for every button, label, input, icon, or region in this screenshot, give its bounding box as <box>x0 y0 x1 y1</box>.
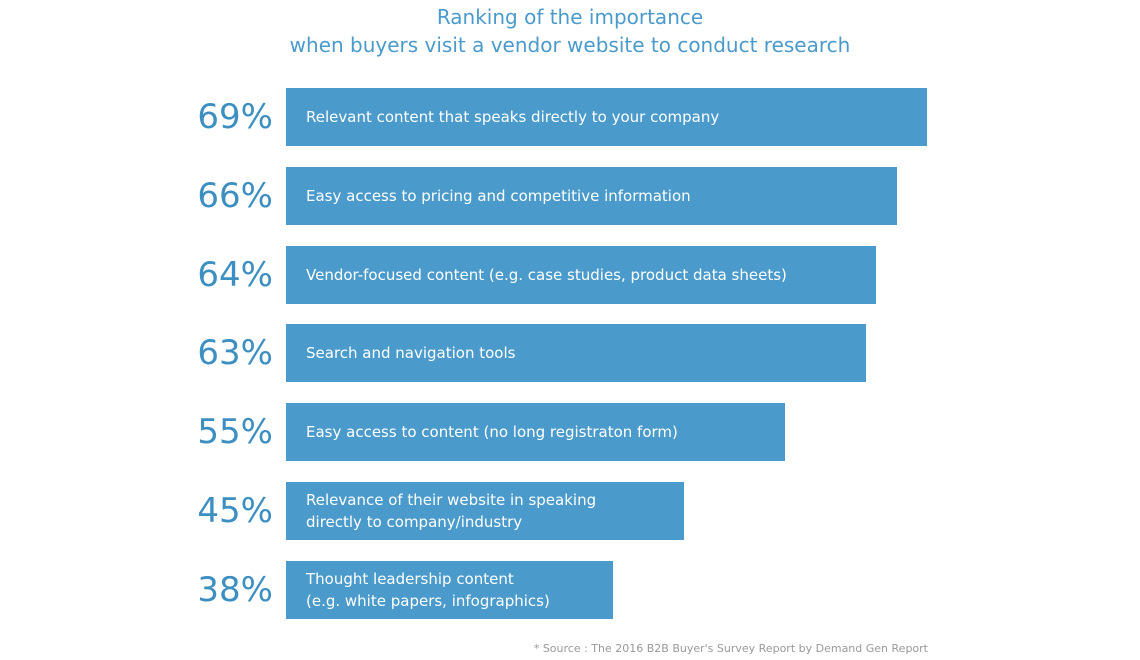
bar <box>286 561 614 619</box>
bar-label: Relevance of their website in speaking d… <box>306 491 597 531</box>
chart-subtitle: when buyers visit a vendor website to co… <box>289 33 851 57</box>
value-label: 55% <box>197 412 273 452</box>
bar-label: Relevant content that speaks directly to… <box>306 108 720 126</box>
value-label: 64% <box>197 255 273 295</box>
bar <box>286 88 927 146</box>
bar-label: Thought leadership content (e.g. white p… <box>306 570 550 610</box>
bar-label: Easy access to content (no long registra… <box>306 423 678 441</box>
bar <box>286 324 867 382</box>
value-label: 69% <box>197 97 273 137</box>
bar <box>286 403 786 461</box>
value-label: 63% <box>197 333 273 373</box>
bar-label: Search and navigation tools <box>306 344 516 362</box>
source-note: * Source : The 2016 B2B Buyer's Survey R… <box>533 642 928 655</box>
value-label: 45% <box>197 491 273 531</box>
value-label: 38% <box>197 570 273 610</box>
value-label: 66% <box>197 176 273 216</box>
bar <box>286 482 684 540</box>
bar-label: Vendor-focused content (e.g. case studie… <box>306 266 787 284</box>
bar <box>286 167 897 225</box>
bar-label: Easy access to pricing and competitive i… <box>306 187 691 205</box>
bar <box>286 246 877 304</box>
chart-title: Ranking of the importance <box>436 5 704 29</box>
